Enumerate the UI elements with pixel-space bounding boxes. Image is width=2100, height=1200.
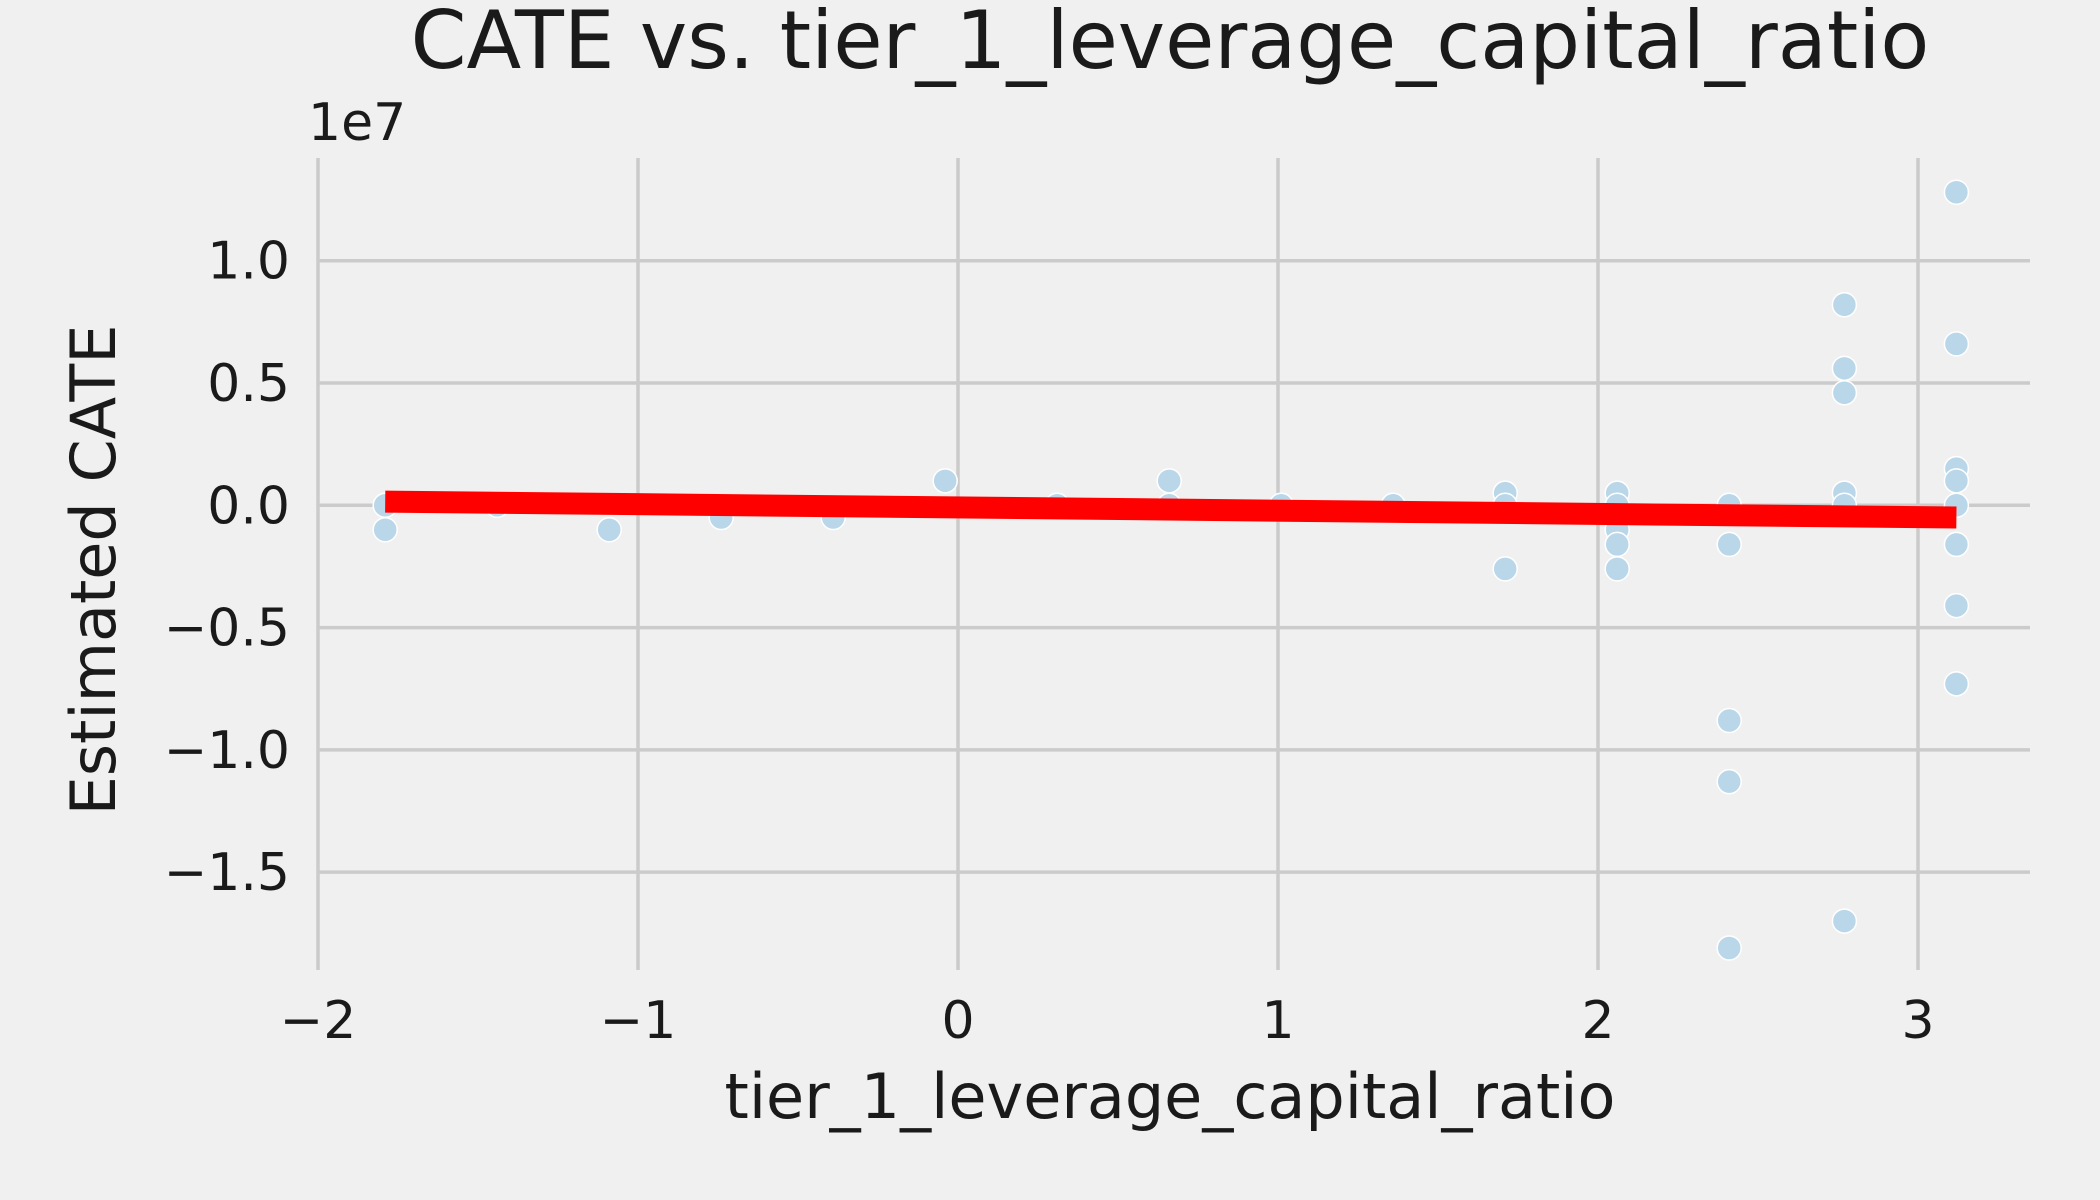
y-tick-label: −1.5 xyxy=(164,843,290,903)
data-point xyxy=(596,517,622,543)
y-tick-label: −1.0 xyxy=(164,721,290,781)
tick-labels: −2 −1 0 1 2 3 1.0 0.5 0.0 −0.5 −1.0 −1.5 xyxy=(164,232,1935,1051)
data-point xyxy=(1943,671,1970,697)
y-tick-label: 0.5 xyxy=(207,354,290,414)
data-point xyxy=(1943,531,1970,558)
y-axis-label: Estimated CATE xyxy=(57,325,130,816)
data-point xyxy=(1943,331,1970,357)
data-point xyxy=(1831,291,1858,318)
y-tick-label: −0.5 xyxy=(164,599,290,659)
x-tick-label: 3 xyxy=(1901,991,1934,1051)
data-point xyxy=(1831,380,1858,406)
data-point xyxy=(1716,768,1742,795)
data-point xyxy=(1604,556,1630,582)
data-point xyxy=(932,468,958,494)
data-point xyxy=(1943,592,1970,619)
x-axis-label: tier_1_leverage_capital_ratio xyxy=(725,1060,1616,1133)
data-point xyxy=(1943,468,1970,494)
data-point xyxy=(1831,908,1858,934)
x-tick-label: −1 xyxy=(600,991,677,1051)
data-point xyxy=(1716,935,1742,961)
data-point xyxy=(1716,707,1742,734)
data-point xyxy=(1492,556,1518,582)
data-point xyxy=(1156,468,1182,494)
y-axis-offset-label: 1e7 xyxy=(308,93,406,153)
chart-title: CATE vs. tier_1_leverage_capital_ratio xyxy=(411,0,1930,87)
x-tick-label: −2 xyxy=(280,991,357,1051)
x-tick-label: 0 xyxy=(941,991,974,1051)
data-point xyxy=(1604,531,1630,558)
y-tick-label: 0.0 xyxy=(207,476,290,536)
data-point xyxy=(1943,179,1970,205)
x-tick-label: 1 xyxy=(1261,991,1294,1051)
trend-line xyxy=(385,490,1957,529)
y-tick-label: 1.0 xyxy=(207,232,290,292)
data-point xyxy=(1831,355,1858,382)
data-point xyxy=(1716,531,1742,558)
x-tick-label: 2 xyxy=(1581,991,1614,1051)
data-point xyxy=(372,517,398,543)
trend-line-layer xyxy=(385,490,1957,529)
